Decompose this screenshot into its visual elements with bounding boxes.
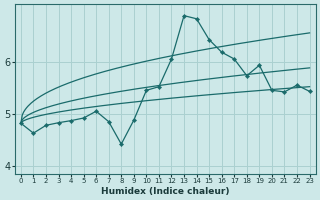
X-axis label: Humidex (Indice chaleur): Humidex (Indice chaleur) bbox=[101, 187, 229, 196]
